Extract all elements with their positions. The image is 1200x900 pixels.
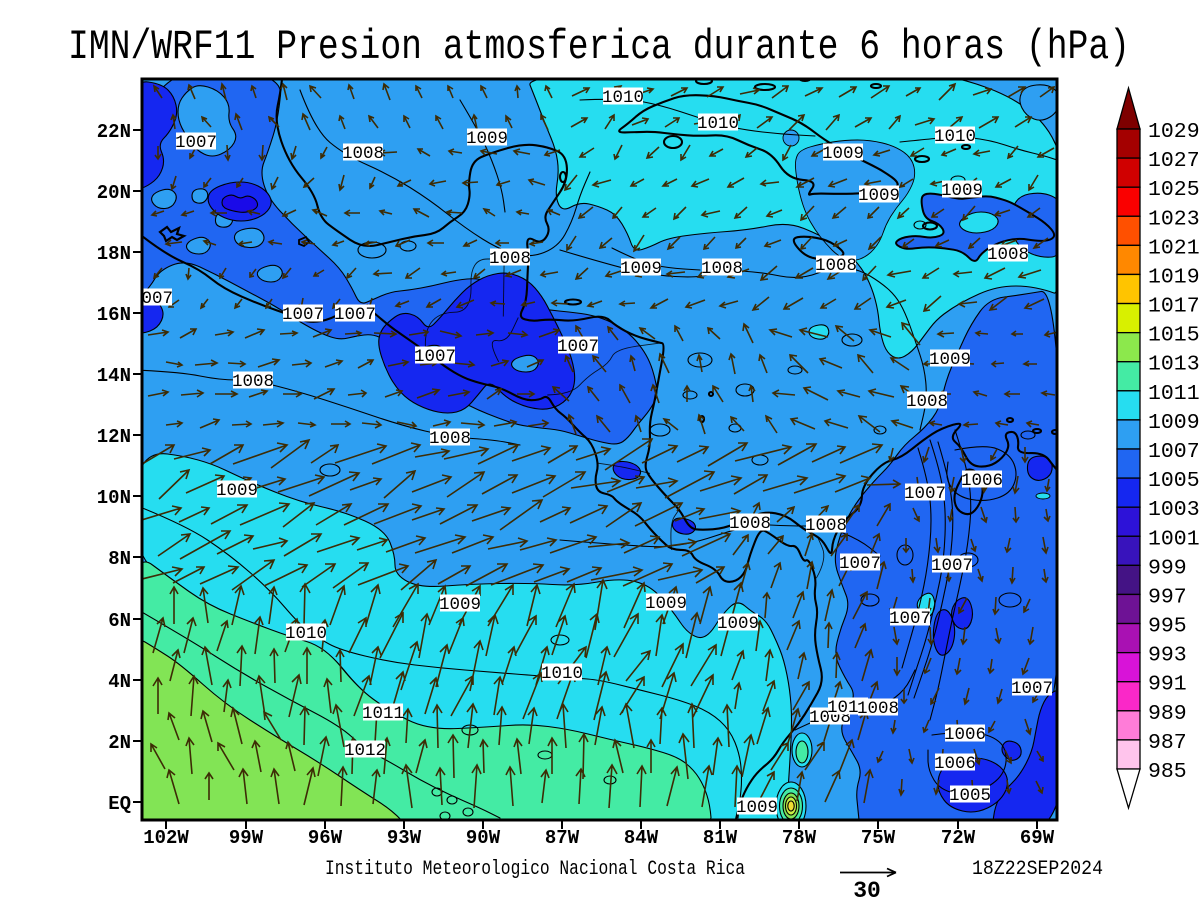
svg-text:1009: 1009 bbox=[929, 350, 971, 370]
svg-text:78W: 78W bbox=[782, 827, 817, 849]
svg-text:1006: 1006 bbox=[944, 725, 986, 745]
svg-text:93W: 93W bbox=[387, 827, 422, 849]
svg-text:20N: 20N bbox=[97, 182, 131, 204]
svg-text:991: 991 bbox=[1148, 673, 1187, 697]
svg-text:1011: 1011 bbox=[362, 704, 404, 724]
svg-text:1007: 1007 bbox=[1011, 679, 1053, 699]
svg-text:1007: 1007 bbox=[839, 554, 881, 574]
svg-text:1010: 1010 bbox=[602, 88, 644, 108]
svg-text:18Z22SEP2024: 18Z22SEP2024 bbox=[972, 858, 1103, 881]
svg-text:2N: 2N bbox=[108, 732, 131, 754]
svg-text:1009: 1009 bbox=[466, 129, 508, 149]
svg-text:1007: 1007 bbox=[282, 305, 324, 325]
svg-text:1007: 1007 bbox=[931, 556, 973, 576]
svg-text:4N: 4N bbox=[108, 671, 131, 693]
svg-text:1009: 1009 bbox=[620, 259, 662, 279]
svg-text:99W: 99W bbox=[229, 827, 264, 849]
svg-text:1007: 1007 bbox=[175, 133, 217, 153]
svg-text:1027: 1027 bbox=[1148, 149, 1200, 173]
svg-text:1008: 1008 bbox=[232, 372, 274, 392]
svg-text:1010: 1010 bbox=[697, 114, 739, 134]
svg-text:1005: 1005 bbox=[1148, 469, 1200, 493]
svg-text:1007: 1007 bbox=[889, 609, 931, 629]
svg-text:1009: 1009 bbox=[822, 144, 864, 164]
svg-text:1008: 1008 bbox=[857, 699, 899, 719]
svg-text:1007: 1007 bbox=[557, 337, 599, 357]
svg-text:1017: 1017 bbox=[1148, 295, 1200, 319]
svg-text:87W: 87W bbox=[545, 827, 580, 849]
svg-text:1007: 1007 bbox=[414, 347, 456, 367]
svg-text:1009: 1009 bbox=[439, 595, 481, 615]
svg-text:1006: 1006 bbox=[961, 471, 1003, 491]
svg-text:1012: 1012 bbox=[344, 741, 386, 761]
svg-text:14N: 14N bbox=[97, 365, 131, 387]
svg-text:102W: 102W bbox=[143, 827, 189, 849]
svg-text:30: 30 bbox=[853, 878, 881, 900]
svg-text:1009: 1009 bbox=[1148, 411, 1200, 435]
svg-text:1008: 1008 bbox=[805, 516, 847, 536]
svg-text:993: 993 bbox=[1148, 644, 1187, 668]
svg-text:1008: 1008 bbox=[906, 392, 948, 412]
svg-text:1008: 1008 bbox=[342, 144, 384, 164]
svg-text:1009: 1009 bbox=[717, 614, 759, 634]
svg-text:81W: 81W bbox=[703, 827, 738, 849]
svg-text:96W: 96W bbox=[308, 827, 343, 849]
svg-text:997: 997 bbox=[1148, 586, 1187, 610]
svg-text:1008: 1008 bbox=[489, 249, 531, 269]
svg-text:1007: 1007 bbox=[131, 289, 173, 309]
svg-text:1006: 1006 bbox=[934, 754, 976, 774]
svg-text:1007: 1007 bbox=[334, 305, 376, 325]
svg-text:987: 987 bbox=[1148, 731, 1187, 755]
svg-text:90W: 90W bbox=[466, 827, 501, 849]
svg-text:1010: 1010 bbox=[285, 624, 327, 644]
svg-text:84W: 84W bbox=[624, 827, 659, 849]
svg-text:6N: 6N bbox=[108, 610, 131, 632]
svg-text:989: 989 bbox=[1148, 702, 1187, 726]
svg-text:8N: 8N bbox=[108, 548, 131, 570]
svg-text:16N: 16N bbox=[97, 304, 131, 326]
svg-text:72W: 72W bbox=[941, 827, 976, 849]
svg-text:10N: 10N bbox=[97, 487, 131, 509]
svg-text:69W: 69W bbox=[1020, 827, 1055, 849]
svg-text:1009: 1009 bbox=[941, 181, 983, 201]
svg-text:1003: 1003 bbox=[1148, 498, 1200, 522]
svg-text:12N: 12N bbox=[97, 426, 131, 448]
svg-text:985: 985 bbox=[1148, 760, 1187, 784]
svg-text:1025: 1025 bbox=[1148, 178, 1200, 202]
svg-text:1008: 1008 bbox=[815, 256, 857, 276]
svg-text:1009: 1009 bbox=[858, 186, 900, 206]
svg-text:1009: 1009 bbox=[645, 594, 687, 614]
svg-text:1009: 1009 bbox=[736, 798, 778, 818]
svg-text:1008: 1008 bbox=[701, 259, 743, 279]
svg-text:1007: 1007 bbox=[904, 484, 946, 504]
svg-text:1013: 1013 bbox=[1148, 353, 1200, 377]
svg-text:1010: 1010 bbox=[934, 127, 976, 147]
svg-text:1009: 1009 bbox=[216, 481, 258, 501]
svg-text:1023: 1023 bbox=[1148, 207, 1200, 231]
svg-text:1008: 1008 bbox=[987, 245, 1029, 265]
svg-text:1010: 1010 bbox=[541, 664, 583, 684]
svg-text:1011: 1011 bbox=[1148, 382, 1200, 406]
svg-text:EQ: EQ bbox=[108, 793, 131, 815]
svg-text:1001: 1001 bbox=[1148, 527, 1200, 551]
svg-text:Instituto Meteorologico Nacion: Instituto Meteorologico Nacional Costa R… bbox=[325, 858, 745, 881]
svg-text:1015: 1015 bbox=[1148, 324, 1200, 348]
svg-text:999: 999 bbox=[1148, 556, 1187, 580]
svg-text:75W: 75W bbox=[861, 827, 896, 849]
svg-text:18N: 18N bbox=[97, 243, 131, 265]
svg-text:22N: 22N bbox=[97, 121, 131, 143]
svg-text:1019: 1019 bbox=[1148, 266, 1200, 290]
svg-text:1008: 1008 bbox=[429, 429, 471, 449]
svg-text:1029: 1029 bbox=[1148, 120, 1200, 144]
svg-text:IMN/WRF11 Presion atmosferica: IMN/WRF11 Presion atmosferica durante 6 … bbox=[68, 23, 1130, 71]
svg-text:1007: 1007 bbox=[1148, 440, 1200, 464]
svg-text:1005: 1005 bbox=[949, 786, 991, 806]
svg-text:995: 995 bbox=[1148, 615, 1187, 639]
svg-text:1008: 1008 bbox=[729, 514, 771, 534]
svg-text:1021: 1021 bbox=[1148, 236, 1200, 260]
